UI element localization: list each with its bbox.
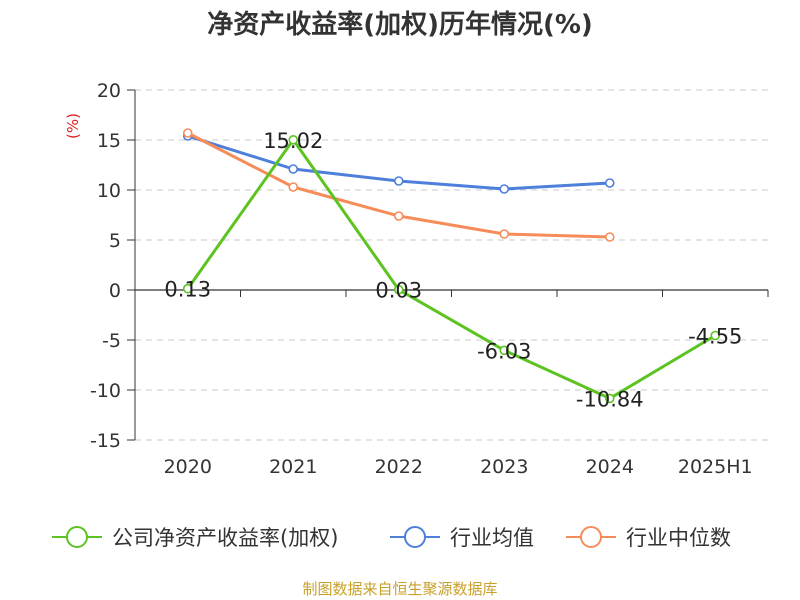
grid-lines (135, 89, 768, 441)
legend-label: 公司净资产收益率(加权) (112, 526, 338, 550)
data-label: -4.55 (688, 325, 742, 349)
y-tick-label: -5 (102, 330, 121, 352)
x-tick-label: 2025H1 (678, 456, 753, 478)
y-tick-label: 0 (109, 280, 121, 302)
data-point (182, 128, 193, 138)
data-label: 0.13 (164, 278, 211, 302)
data-point (710, 330, 721, 341)
y-tick-label: 15 (97, 130, 121, 152)
data-point (499, 184, 510, 194)
data-label: 15.02 (263, 129, 323, 153)
y-tick-label: 10 (97, 180, 121, 202)
data-point (288, 182, 299, 192)
data-point (393, 284, 404, 295)
data-point (288, 135, 299, 145)
data-label: -10.84 (576, 387, 644, 411)
legend-marker (66, 526, 88, 548)
legend-marker (404, 526, 426, 548)
data-point (604, 178, 615, 188)
data-point (182, 283, 193, 294)
data-point (393, 176, 404, 186)
x-tick-label: 2020 (164, 456, 212, 478)
series-lines (182, 128, 721, 404)
legend-label: 行业均值 (450, 526, 534, 550)
x-tick-label: 2021 (269, 456, 317, 478)
data-labels: 0.13 15.02 0.03 -6.03 -10.84 -4.55 (164, 129, 742, 412)
data-label: -6.03 (477, 339, 531, 363)
chart-title: 净资产收益率(加权)历年情况(%) (207, 10, 593, 40)
data-point (499, 229, 510, 239)
data-label: 0.03 (375, 279, 422, 303)
y-tick-label: 5 (109, 230, 121, 252)
data-point (499, 345, 510, 356)
y-tick-label: 20 (97, 80, 121, 102)
y-tick-label: -10 (90, 380, 121, 402)
axes: 20 15 10 5 0 -5 -10 -15 2020 2021 2022 2023 2024 2025… (90, 80, 769, 478)
series-line (186, 138, 717, 400)
source-note: 制图数据来自恒生聚源数据库 (302, 580, 498, 598)
x-tick-label: 2024 (586, 456, 634, 478)
y-tick-label: -15 (90, 430, 121, 452)
legend-marker (580, 526, 602, 548)
data-point (604, 393, 615, 404)
x-tick-label: 2023 (480, 456, 528, 478)
legend-label: 行业中位数 (626, 526, 731, 550)
data-point (393, 211, 404, 221)
data-point (288, 164, 299, 174)
x-tick-label: 2022 (375, 456, 423, 478)
y-axis-label: (%) (64, 113, 82, 139)
data-point (604, 232, 615, 242)
legend: 公司净资产收益率(加权) 行业均值 行业中位数 (52, 526, 731, 550)
